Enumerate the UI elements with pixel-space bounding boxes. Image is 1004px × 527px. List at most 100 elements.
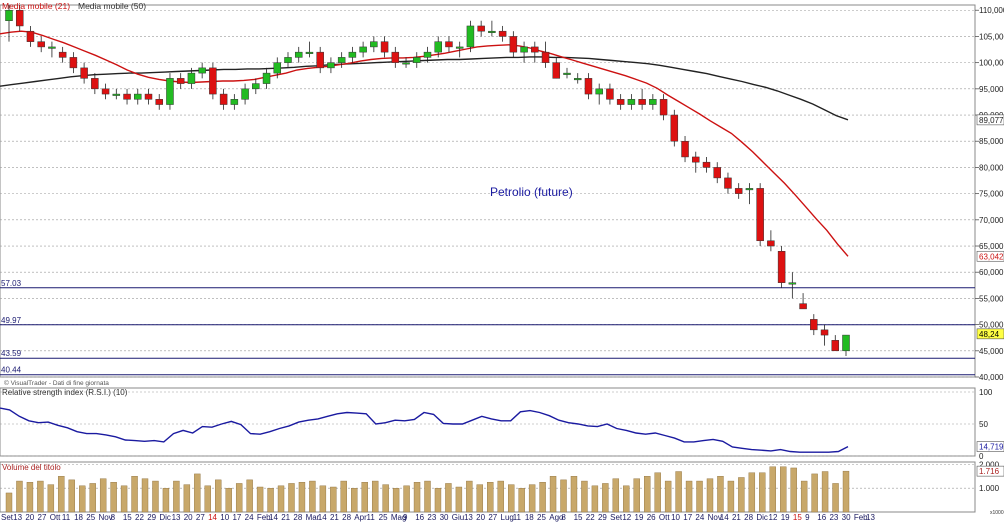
x-tick-label: 16 xyxy=(415,513,424,522)
level-label: 57.03 xyxy=(1,279,22,288)
x-tick-label: 25 xyxy=(379,513,388,522)
volume-bar xyxy=(518,487,525,513)
candle-up xyxy=(842,334,850,352)
volume-bar xyxy=(811,473,818,513)
candle-down xyxy=(638,99,646,105)
volume-panel: 2.000 1.000 1.716 xyxy=(0,460,1004,513)
volume-bar xyxy=(162,487,170,513)
candle-down xyxy=(155,99,163,105)
candle-up xyxy=(230,99,239,105)
candle-down xyxy=(498,30,507,37)
volume-bar xyxy=(215,479,222,513)
volume-bar xyxy=(581,480,588,513)
x-tick-label: 22 xyxy=(135,513,144,522)
x-tick-label: 11 xyxy=(513,513,522,522)
candle-down xyxy=(820,329,829,336)
candle-up xyxy=(252,83,260,90)
x-tick-label: Mag xyxy=(391,513,407,522)
x-tick-label: 12 xyxy=(769,513,778,522)
candle-up xyxy=(48,46,56,49)
x-tick-label: 11 xyxy=(366,513,375,522)
x-tick-label: 30 xyxy=(842,513,851,522)
candle-down xyxy=(831,340,840,352)
volume-bar xyxy=(748,472,756,513)
price-tick-label: 65,000 xyxy=(979,242,1004,251)
candle-up xyxy=(488,30,496,33)
x-tick-label: 18 xyxy=(525,513,534,522)
price-tick-label: 45,000 xyxy=(979,347,1004,356)
volume-bar xyxy=(204,485,211,513)
volume-bar xyxy=(675,471,682,513)
legend-ma21: Media mobile (21) xyxy=(2,1,70,11)
price-badge xyxy=(976,328,1004,340)
candle-down xyxy=(767,240,775,247)
x-tick-label: 14 xyxy=(208,513,217,522)
x-tick-label: 12 xyxy=(622,513,631,522)
x-tick-label: Lug xyxy=(501,513,514,522)
candle-down xyxy=(176,78,185,84)
candle-down xyxy=(756,188,764,242)
x-tick-label: 8 xyxy=(561,513,566,522)
volume-bar xyxy=(37,480,44,513)
x-tick-label: 19 xyxy=(781,513,790,522)
candle-down xyxy=(659,99,668,116)
x-tick-label: 25 xyxy=(537,513,546,522)
candle-up xyxy=(5,9,13,21)
candle-down xyxy=(15,9,24,27)
price-badge xyxy=(976,114,1004,126)
x-tick-label: 11 xyxy=(62,513,71,522)
x-tick-label: 13 xyxy=(13,513,22,522)
volume-bar xyxy=(120,485,128,513)
candles xyxy=(5,5,850,357)
rsi-line xyxy=(0,407,849,453)
candle-down xyxy=(670,114,679,142)
candle-up xyxy=(423,51,432,58)
volume-bar xyxy=(68,479,75,513)
volume-bar xyxy=(110,482,117,513)
volume-bar xyxy=(152,480,159,513)
candle-down xyxy=(509,36,518,53)
candle-up xyxy=(413,57,421,63)
candle-up xyxy=(788,282,797,285)
candle-down xyxy=(681,140,689,158)
candle-down xyxy=(37,41,45,48)
volume-bar xyxy=(392,487,400,513)
volume-bar xyxy=(644,476,651,513)
rsi-panel: 100 50 014,719 xyxy=(0,388,1004,461)
volume-bar xyxy=(47,484,55,513)
volume-bar xyxy=(173,480,180,513)
x-tick-label: 13 xyxy=(172,513,181,522)
candle-down xyxy=(724,177,732,189)
candle-up xyxy=(434,41,442,53)
chart-title: Petrolio (future) xyxy=(490,185,573,199)
volume-bar xyxy=(664,480,672,513)
price-panel-frame xyxy=(0,4,976,378)
x-tick-label: 16 xyxy=(817,513,826,522)
x-tick-label: 22 xyxy=(586,513,595,522)
x-tick-label: 28 xyxy=(744,513,753,522)
volume-bar xyxy=(769,466,776,513)
price-badge xyxy=(976,250,1004,262)
volume-bar xyxy=(26,482,34,513)
x-tick-label: Feb xyxy=(854,513,868,522)
x-tick-label: 23 xyxy=(427,513,436,522)
volume-bar xyxy=(717,476,724,513)
candle-down xyxy=(445,41,453,48)
volume-bar xyxy=(371,480,379,513)
volume-bar xyxy=(277,485,285,513)
x-tick-label: Mar xyxy=(306,513,320,522)
volume-bar xyxy=(309,480,316,513)
volume-bar xyxy=(539,482,546,513)
volume-bar xyxy=(549,476,557,513)
ma21-line xyxy=(0,30,849,257)
volume-bar xyxy=(497,480,504,513)
volume-bar xyxy=(508,484,515,513)
price-axis: 110,000105,000100,00095,00090,00085,0008… xyxy=(975,6,1004,382)
candle-down xyxy=(799,303,807,310)
candle-down xyxy=(144,93,153,100)
candle-up xyxy=(370,41,378,48)
volume-bar xyxy=(298,482,306,513)
volume-bar xyxy=(5,492,13,513)
support-resistance-levels: 57.03 49.97 43.59 40.44 xyxy=(0,279,975,376)
price-tick-label: 105,000 xyxy=(979,32,1004,41)
